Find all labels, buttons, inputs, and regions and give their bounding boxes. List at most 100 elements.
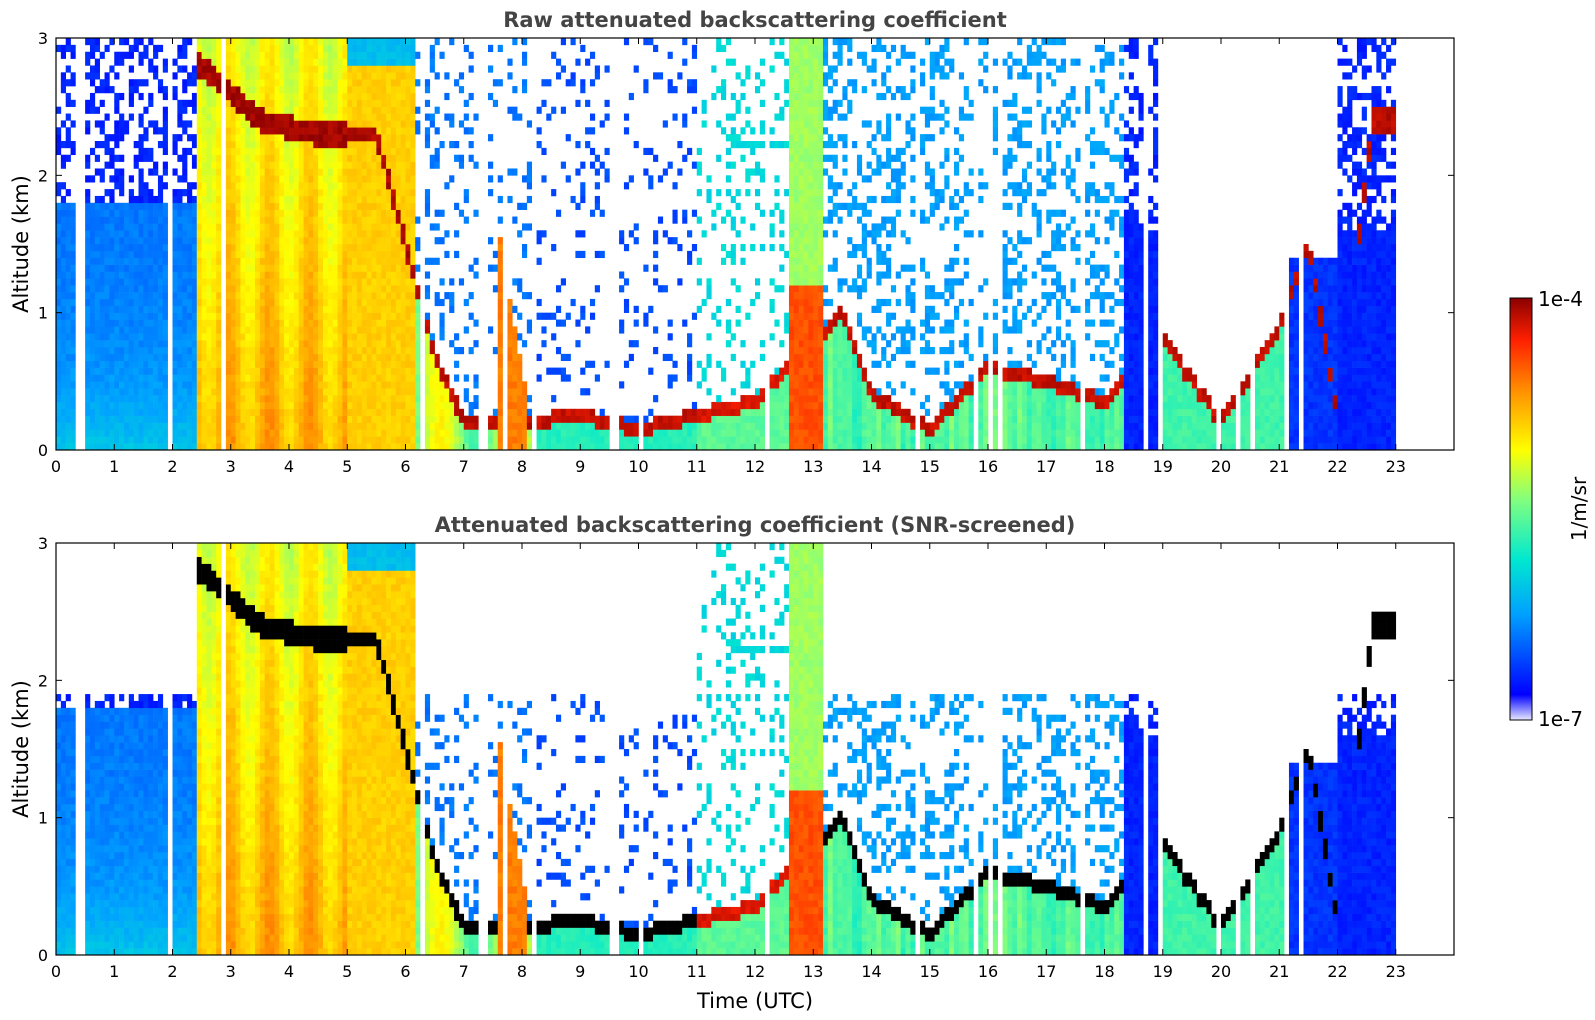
heatmap-cell xyxy=(148,223,154,231)
heatmap-cell xyxy=(366,381,372,389)
heatmap-cell xyxy=(240,154,246,162)
heatmap-cell xyxy=(303,401,309,410)
heatmap-cell xyxy=(342,99,348,107)
heatmap-cell xyxy=(65,395,71,403)
heatmap-cell xyxy=(327,65,333,73)
heatmap-cell xyxy=(580,86,586,94)
heatmap-cell xyxy=(255,106,261,114)
heatmap-cell xyxy=(322,408,329,416)
heatmap-cell xyxy=(279,381,285,389)
heatmap-cell xyxy=(657,429,664,437)
heatmap-cell xyxy=(128,51,134,59)
heatmap-cell xyxy=(327,360,333,368)
heatmap-cell xyxy=(594,182,600,190)
heatmap-cell xyxy=(284,168,290,176)
heatmap-cell xyxy=(318,216,324,224)
heatmap-cell xyxy=(361,216,367,224)
heatmap-cell xyxy=(458,408,465,416)
heatmap-cell xyxy=(303,244,309,252)
heatmap-cell xyxy=(162,120,168,128)
heatmap-cell xyxy=(216,319,222,327)
heatmap-cell xyxy=(177,202,183,210)
heatmap-cell xyxy=(735,189,741,197)
heatmap-cell xyxy=(172,202,178,210)
heatmap-cell xyxy=(560,374,566,382)
heatmap-cell xyxy=(619,436,625,444)
heatmap-cell xyxy=(492,408,499,416)
heatmap-cell xyxy=(255,182,261,190)
heatmap-cell xyxy=(386,436,392,444)
heatmap-cell xyxy=(250,271,256,279)
heatmap-cell xyxy=(371,381,377,389)
heatmap-cell xyxy=(347,230,353,238)
heatmap-cell xyxy=(303,271,309,279)
heatmap-cell xyxy=(429,154,435,162)
heatmap-cell xyxy=(308,257,314,265)
heatmap-cell xyxy=(721,86,727,94)
heatmap-cell xyxy=(536,415,542,423)
heatmap-cell xyxy=(332,92,338,101)
heatmap-cell xyxy=(352,120,358,128)
heatmap-cell xyxy=(89,209,96,217)
heatmap-cell xyxy=(235,250,241,259)
heatmap-cell xyxy=(313,374,319,382)
heatmap-cell xyxy=(269,209,275,217)
heatmap-cell xyxy=(444,429,450,437)
heatmap-cell xyxy=(415,360,421,368)
heatmap-cell xyxy=(352,264,358,272)
heatmap-cell xyxy=(371,271,377,279)
heatmap-cell xyxy=(497,367,503,375)
heatmap-cell xyxy=(201,44,207,53)
heatmap-cell xyxy=(395,374,401,382)
heatmap-cell xyxy=(182,38,188,46)
heatmap-cell xyxy=(289,415,295,423)
heatmap-cell xyxy=(725,175,732,183)
heatmap-cell xyxy=(730,58,736,66)
heatmap-cell xyxy=(488,65,494,73)
heatmap-cell xyxy=(259,237,266,245)
heatmap-cell xyxy=(536,443,542,450)
heatmap-cell xyxy=(240,264,246,272)
heatmap-cell xyxy=(352,51,358,59)
heatmap-cell xyxy=(279,147,285,156)
heatmap-cell xyxy=(308,415,314,423)
heatmap-cell xyxy=(177,429,183,437)
heatmap-cell xyxy=(308,305,314,313)
heatmap-cell xyxy=(269,436,275,444)
heatmap-cell xyxy=(429,257,435,265)
heatmap-cell xyxy=(298,381,304,389)
heatmap-cell xyxy=(216,195,222,204)
heatmap-cell xyxy=(182,353,188,362)
heatmap-cell xyxy=(653,154,659,162)
heatmap-cell xyxy=(687,429,693,437)
heatmap-cell xyxy=(104,230,110,238)
heatmap-cell xyxy=(60,202,66,210)
heatmap-cell xyxy=(216,436,222,444)
heatmap-cell xyxy=(157,408,164,416)
heatmap-cell xyxy=(429,353,435,362)
heatmap-cell xyxy=(289,141,295,149)
heatmap-cell xyxy=(356,285,363,293)
heatmap-cell xyxy=(546,436,552,444)
heatmap-cell xyxy=(565,422,571,430)
heatmap-cell xyxy=(269,168,275,176)
heatmap-cell xyxy=(279,237,285,245)
heatmap-cell xyxy=(424,326,431,334)
heatmap-cell xyxy=(361,99,367,107)
heatmap-cell xyxy=(308,353,314,362)
heatmap-cell xyxy=(492,429,499,437)
heatmap-cell xyxy=(332,244,338,252)
heatmap-cell xyxy=(274,92,280,101)
heatmap-cell xyxy=(337,278,343,286)
heatmap-cell xyxy=(138,223,144,231)
heatmap-cell xyxy=(352,44,358,53)
heatmap-cell xyxy=(274,99,280,107)
heatmap-cell xyxy=(313,319,319,327)
heatmap-cell xyxy=(94,326,100,334)
heatmap-cell xyxy=(400,326,406,334)
heatmap-cell xyxy=(65,408,71,416)
heatmap-cell xyxy=(56,216,62,224)
heatmap-cell xyxy=(274,353,280,362)
heatmap-cell xyxy=(157,305,164,313)
heatmap-cell xyxy=(245,216,251,224)
